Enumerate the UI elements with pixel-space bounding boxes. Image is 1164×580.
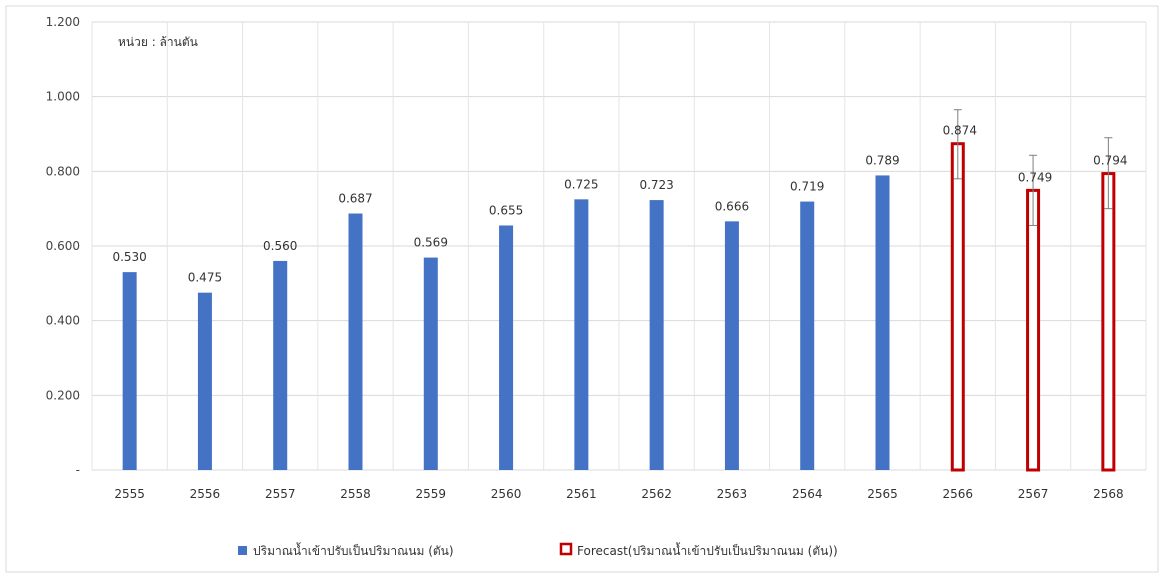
forecast-bar (1101, 172, 1116, 472)
data-bar (574, 199, 589, 471)
x-tick-label: 2566 (943, 487, 974, 501)
y-tick-label: 0.800 (46, 164, 80, 178)
y-tick-label: 0.600 (46, 239, 80, 253)
x-axis: 2555 2556 2557 2558 2559 2560 2561 2562 2563 2564… (114, 487, 1123, 501)
legend-swatch-forecast (559, 542, 573, 556)
y-tick-label: 0.400 (46, 314, 80, 328)
data-label: 0.475 (188, 271, 222, 285)
x-tick-label: 2560 (491, 487, 522, 501)
data-label: 0.789 (865, 153, 899, 167)
data-label: 0.723 (639, 178, 673, 192)
data-label: 0.655 (489, 203, 523, 217)
data-bar (649, 200, 664, 470)
x-tick-label: 2567 (1018, 487, 1049, 501)
y-axis: - 0.200 0.400 0.600 0.800 1.000 1.200 (46, 15, 80, 477)
data-bar (348, 213, 363, 470)
x-tick-label: 2564 (792, 487, 823, 501)
unit-label: หน่วย : ล้านตัน (118, 35, 198, 49)
x-tick-label: 2556 (190, 487, 221, 501)
data-label: 0.569 (414, 236, 448, 250)
x-tick-label: 2563 (717, 487, 748, 501)
legend-swatch-actual (238, 546, 247, 555)
data-label: 0.530 (112, 250, 146, 264)
data-label: 0.749 (1018, 170, 1052, 184)
data-label: 0.687 (338, 192, 372, 206)
data-bar (875, 175, 890, 470)
data-label: 0.874 (943, 124, 977, 138)
bars (122, 109, 1116, 472)
data-labels: 0.530 0.475 0.560 0.687 0.569 0.655 0.725 0.723… (112, 124, 1127, 285)
data-bar (122, 272, 137, 470)
y-tick-label: - (76, 463, 80, 477)
y-tick-label: 0.200 (46, 388, 80, 402)
data-label: 0.560 (263, 239, 297, 253)
x-tick-label: 2565 (867, 487, 898, 501)
y-tick-label: 1.200 (46, 15, 80, 29)
x-tick-label: 2568 (1093, 487, 1124, 501)
legend-label-actual: ปริมาณน้ำเข้าปรับเป็นปริมาณนม (ตัน) (253, 542, 454, 558)
x-tick-label: 2562 (641, 487, 672, 501)
data-label: 0.725 (564, 177, 598, 191)
legend-label-forecast: Forecast(ปริมาณน้ำเข้าปรับเป็นปริมาณนม (… (577, 542, 838, 558)
forecast-bar (1026, 188, 1041, 472)
x-tick-label: 2558 (340, 487, 371, 501)
chart-frame (5, 5, 1159, 573)
data-bar (273, 260, 288, 470)
gridlines (5, 5, 1159, 573)
x-tick-label: 2559 (416, 487, 447, 501)
legend: ปริมาณน้ำเข้าปรับเป็นปริมาณนม (ตัน) Forec… (238, 542, 838, 558)
x-tick-label: 2561 (566, 487, 597, 501)
data-bar (197, 292, 212, 470)
data-bar (724, 221, 739, 470)
y-tick-label: 1.000 (46, 90, 80, 104)
x-tick-label: 2557 (265, 487, 296, 501)
data-label: 0.794 (1093, 154, 1127, 168)
data-label: 0.666 (715, 199, 749, 213)
data-bar (800, 201, 815, 470)
forecast-bar (950, 142, 965, 472)
data-bar (499, 225, 514, 470)
data-label: 0.719 (790, 180, 824, 194)
data-bar (423, 257, 438, 470)
x-tick-label: 2555 (114, 487, 145, 501)
